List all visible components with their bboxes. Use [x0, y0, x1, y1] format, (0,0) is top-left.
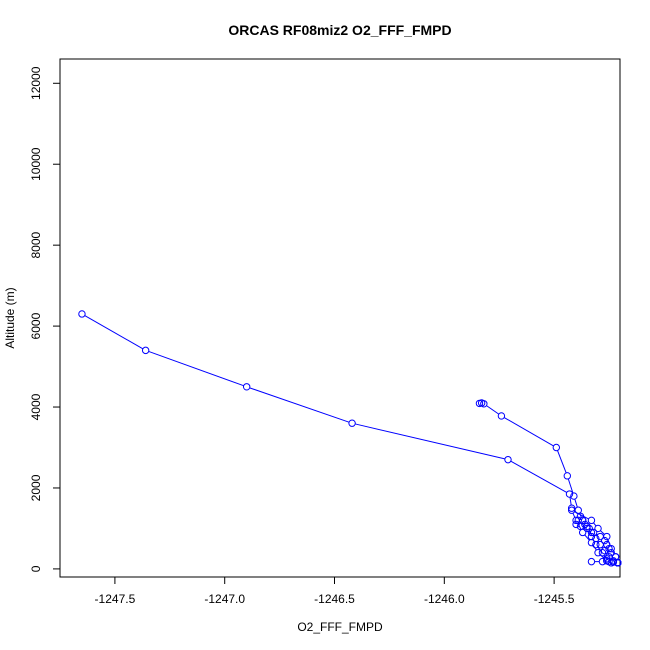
x-tick-label: -1245.5: [534, 592, 575, 606]
series-line-segment: [510, 460, 567, 493]
data-point: [567, 504, 576, 512]
x-tick-label: -1247.5: [95, 592, 136, 606]
series-layer: [78, 310, 622, 567]
series-line-segment: [584, 534, 590, 541]
data-point: [603, 532, 611, 541]
data-point: [603, 555, 611, 563]
x-axis-label: O2_FFF_FMPD: [297, 620, 383, 634]
data-point: [242, 383, 251, 391]
data-point: [497, 412, 506, 420]
y-tick-label: 8000: [29, 231, 43, 258]
series-line-segment: [574, 498, 578, 508]
data-point: [600, 546, 609, 555]
series-line-segment: [84, 315, 144, 350]
x-tick-label: -1247.0: [204, 592, 245, 606]
y-tick-label: 4000: [29, 393, 43, 420]
y-axis: 0 2000 4000 6000 8000 10000 12000: [29, 66, 60, 572]
data-point: [594, 549, 602, 557]
chart-title: ORCAS RF08miz2 O2_FFF_FMPD: [228, 22, 451, 38]
series-line-segment: [486, 405, 500, 415]
data-point: [570, 492, 578, 500]
data-point: [598, 549, 607, 557]
y-tick-label: 12000: [29, 66, 43, 100]
series-line-segment: [503, 417, 554, 447]
series-line-segment: [572, 512, 576, 518]
data-point: [614, 558, 622, 567]
y-tick-label: 2000: [29, 474, 43, 501]
plot-frame: [59, 58, 621, 578]
y-axis-label: Altitude (m): [3, 287, 17, 348]
data-point: [587, 516, 596, 525]
data-point: [592, 540, 600, 549]
data-point: [563, 472, 571, 480]
series-line-segment: [557, 450, 567, 474]
series-line-segment: [600, 530, 605, 535]
x-axis: -1247.5 -1247.0 -1246.5 -1246.0 -1245.5: [95, 577, 575, 606]
data-point: [574, 516, 582, 525]
data-point: [552, 443, 561, 452]
series-line-segment: [567, 478, 574, 494]
data-point: [594, 524, 602, 533]
data-point: [141, 346, 150, 355]
data-point: [504, 455, 512, 464]
data-point: [572, 516, 580, 525]
data-point: [567, 506, 576, 514]
data-point: [587, 557, 596, 566]
y-tick-label: 0: [29, 565, 43, 572]
data-point: [603, 557, 611, 565]
series-line-segment: [249, 387, 350, 423]
data-point: [565, 490, 574, 498]
data-point: [581, 520, 589, 529]
data-point: [607, 549, 615, 557]
series-line-segment: [355, 423, 505, 460]
data-point: [475, 399, 484, 408]
data-point: [587, 532, 596, 541]
series-line-segment: [148, 350, 244, 387]
y-tick-label: 6000: [29, 312, 43, 339]
data-point: [78, 310, 86, 318]
data-point: [587, 528, 596, 537]
series-line-segment: [574, 511, 589, 520]
series-line-segment: [593, 522, 597, 527]
y-tick-label: 10000: [29, 147, 43, 181]
data-point: [583, 524, 591, 533]
series-line-segment: [569, 497, 572, 506]
x-tick-label: -1246.0: [424, 592, 465, 606]
data-point: [572, 520, 580, 529]
data-point: [607, 544, 615, 553]
data-point: [348, 419, 356, 427]
data-point: [596, 540, 604, 549]
series-line-segment: [597, 546, 601, 551]
x-tick-label: -1246.5: [314, 592, 355, 606]
data-point: [605, 544, 613, 553]
series-line-segment: [607, 539, 611, 546]
